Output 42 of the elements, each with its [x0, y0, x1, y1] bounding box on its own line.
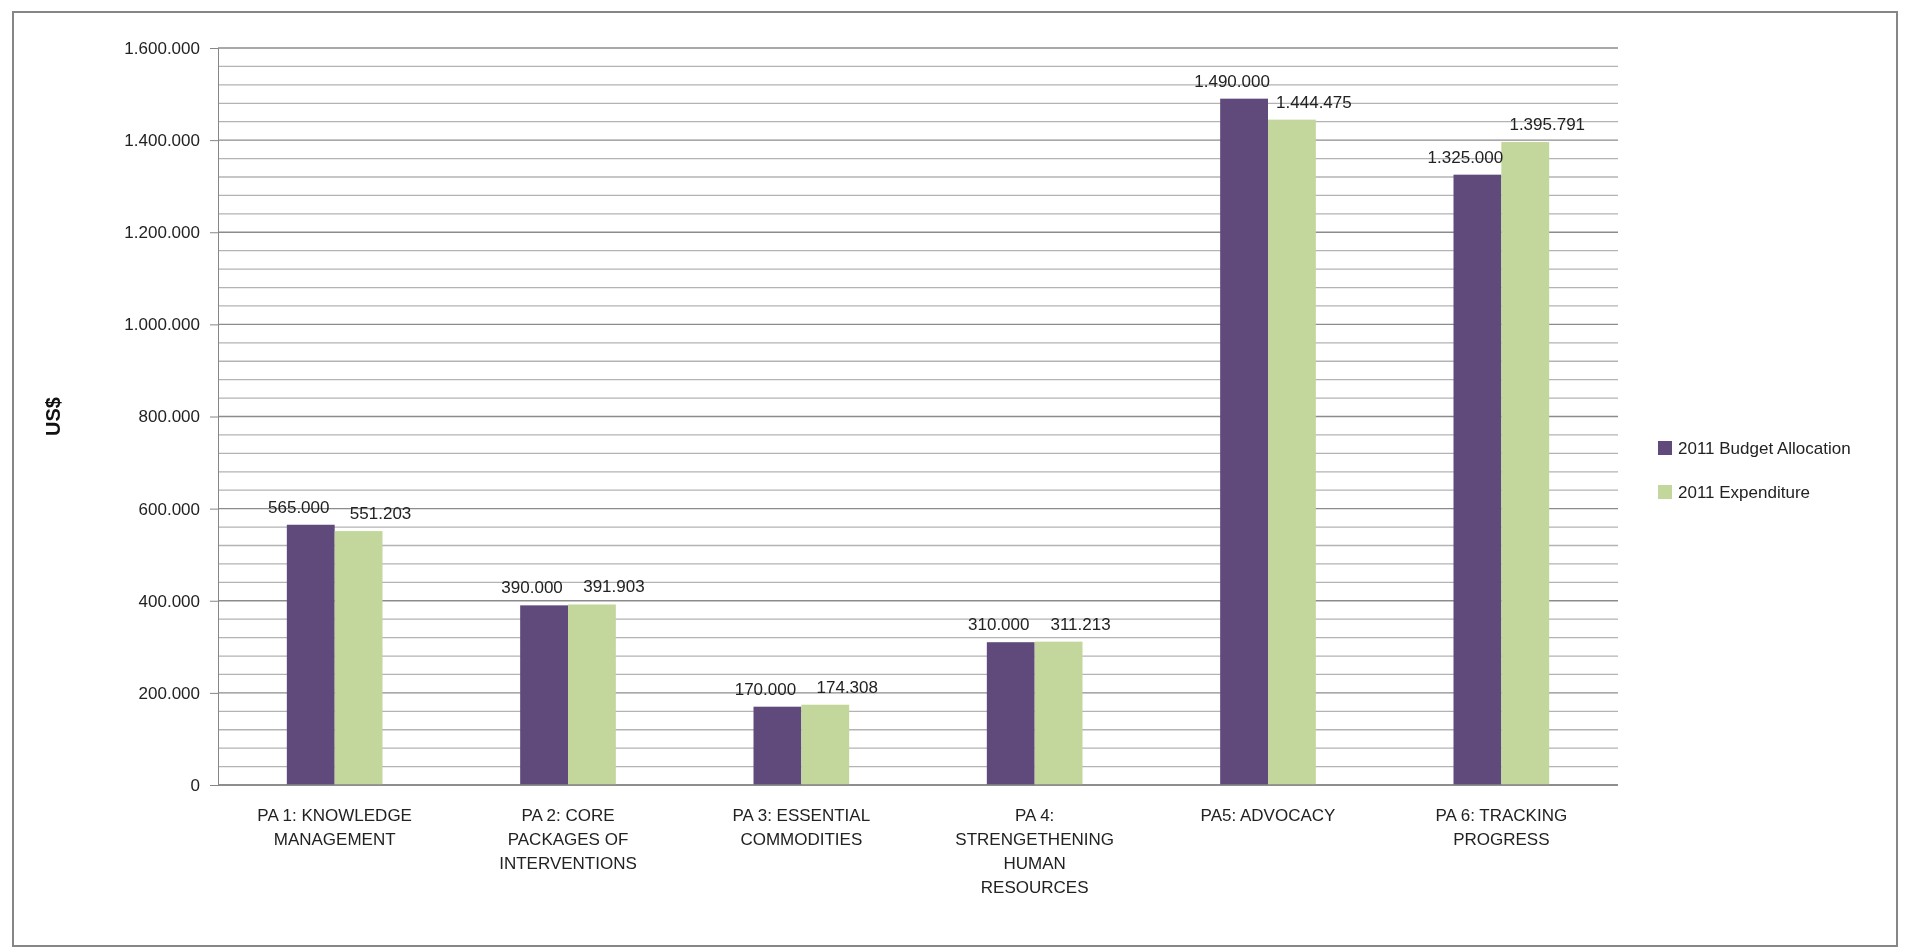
data-label: 391.903	[583, 577, 645, 597]
data-label: 390.000	[501, 578, 563, 598]
bar	[753, 706, 802, 785]
data-label: 1.395.791	[1509, 115, 1586, 135]
x-tick-label: PA 2: CORE PACKAGES OF INTERVENTIONS	[499, 806, 637, 873]
legend-label: 2011 Expenditure	[1678, 483, 1811, 502]
y-tick-label: 800.000	[138, 407, 200, 427]
data-label: 565.000	[268, 497, 330, 517]
bar	[286, 524, 335, 785]
bar	[1034, 641, 1083, 785]
legend-label: 2011 Budget Allocation	[1678, 439, 1851, 458]
y-tick-label: 0	[190, 775, 200, 795]
y-tick-label: 1.400.000	[124, 131, 200, 151]
data-label: 551.203	[349, 504, 412, 524]
y-axis-title: US$	[42, 397, 64, 436]
x-tick-label: PA 1: KNOWLEDGE MANAGEMENT	[257, 806, 412, 849]
bar	[334, 531, 383, 785]
y-tick-label: 1.000.000	[124, 315, 200, 335]
x-tick-label: PA5: ADVOCACY	[1200, 806, 1336, 825]
data-label: 1.490.000	[1194, 71, 1270, 91]
y-tick-label: 1.200.000	[124, 223, 200, 243]
bar	[568, 604, 616, 785]
bar	[1501, 142, 1550, 785]
bar	[520, 605, 568, 785]
data-label: 1.325.000	[1427, 147, 1504, 167]
bar	[986, 642, 1035, 785]
x-tick-label: PA 3: ESSENTIAL COMMODITIES	[732, 806, 871, 849]
data-label: 170.000	[734, 679, 797, 699]
y-tick-label: 400.000	[138, 591, 200, 611]
data-label: 310.000	[968, 615, 1030, 635]
y-tick-label: 600.000	[138, 499, 200, 519]
bar	[801, 704, 850, 785]
bar	[1453, 174, 1502, 785]
y-tick-label: 200.000	[138, 683, 200, 703]
x-tick-label: PA 6: TRACKING PROGRESS	[1435, 806, 1568, 849]
data-label: 174.308	[816, 677, 878, 697]
x-tick-label: PA 4: STRENGETHENING HUMAN RESOURCES	[955, 806, 1115, 897]
data-label: 1.444.475	[1276, 92, 1352, 112]
data-label: 311.213	[1050, 614, 1111, 634]
bar	[1268, 119, 1316, 785]
bar	[1220, 98, 1268, 785]
y-tick-label: 1.600.000	[124, 38, 200, 58]
